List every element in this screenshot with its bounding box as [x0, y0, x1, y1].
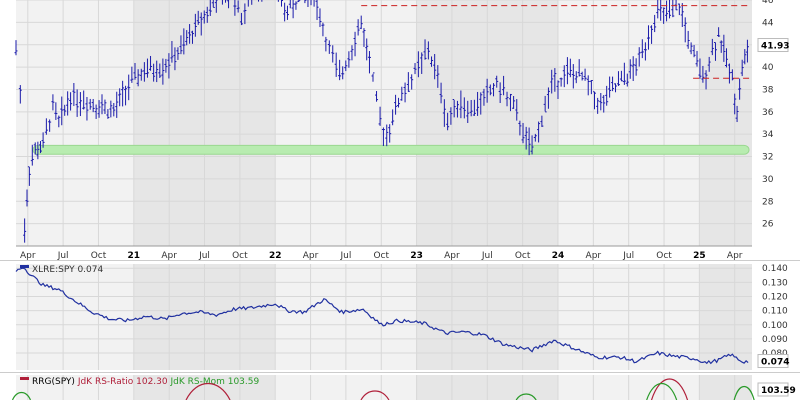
x-axis-tick-label: Jul	[57, 251, 69, 261]
rrg-year-band	[699, 375, 752, 400]
price-panel: 262830323436384042444641.93AprJulOct21Ap…	[14, 0, 789, 261]
rs-y-tick-label: 0.120	[762, 293, 788, 303]
x-axis-tick-label: 23	[410, 251, 423, 261]
price-year-band	[699, 0, 752, 246]
rs-last-value-box	[757, 354, 789, 369]
rrg-last-value-label: 103.59	[761, 386, 796, 396]
x-axis-tick-label: Apr	[303, 251, 319, 261]
rs-y-tick-label: 0.110	[762, 307, 788, 317]
rs-y-tick-label: 0.130	[762, 278, 788, 288]
support-zone	[32, 144, 750, 155]
x-axis-tick-label: Apr	[20, 251, 36, 261]
x-axis-tick-label: Apr	[444, 251, 460, 261]
rs-y-tick-label: 0.090	[762, 335, 788, 345]
x-axis-tick-label: Jul	[198, 251, 210, 261]
price-y-tick-label: 40	[762, 63, 774, 73]
rs-series-line	[15, 267, 749, 365]
x-axis-tick-label: Jul	[339, 251, 351, 261]
rs-y-tick-label: 0.140	[762, 264, 788, 274]
price-y-tick-label: 32	[762, 153, 773, 163]
rrg-legend-label: RRG(SPY) JdK RS-Ratio 102.30 JdK RS-Mom …	[32, 377, 259, 387]
x-axis-tick-label: Oct	[373, 251, 389, 261]
price-y-tick-label: 30	[762, 175, 774, 185]
price-last-value-label: 41.93	[761, 42, 789, 52]
rrg-momentum-curve	[646, 382, 678, 400]
x-axis-tick-label: Oct	[515, 251, 531, 261]
rrg-panel: RRG(SPY) JdK RS-Ratio 102.30 JdK RS-Mom …	[0, 372, 800, 400]
x-axis-tick-label: Apr	[161, 251, 177, 261]
x-axis-tick-label: Oct	[91, 251, 107, 261]
rrg-last-value-box	[757, 382, 789, 397]
rrg-momentum-curve	[11, 391, 32, 400]
price-last-value-box	[757, 38, 789, 53]
x-axis-tick-label: 25	[693, 251, 706, 261]
price-y-tick-label: 34	[762, 130, 774, 140]
rs-background	[16, 264, 752, 370]
rrg-legend-swatch	[20, 377, 29, 380]
x-axis-tick-label: Oct	[656, 251, 672, 261]
x-axis-tick-label: 22	[269, 251, 282, 261]
x-axis-tick-label: 24	[552, 251, 565, 261]
x-axis-tick-label: Oct	[232, 251, 248, 261]
price-y-tick-label: 26	[762, 220, 774, 230]
x-axis-tick-label: Jul	[481, 251, 493, 261]
rrg-ratio-curve	[650, 378, 689, 400]
price-bars	[14, 0, 749, 243]
rs-year-band	[699, 264, 752, 370]
rrg-momentum-curve	[515, 393, 537, 400]
price-y-tick-label: 44	[762, 18, 774, 28]
price-y-tick-label: 28	[762, 197, 774, 207]
rs-y-tick-label: 0.100	[762, 321, 788, 331]
price-y-tick-label: 38	[762, 85, 774, 95]
x-axis-tick-label: Apr	[586, 251, 602, 261]
rrg-momentum-curve	[733, 385, 755, 400]
rrg-legend-title: RRG(SPY)	[32, 377, 78, 387]
x-axis-tick-label: Jul	[622, 251, 634, 261]
rs-legend-swatch	[20, 265, 29, 268]
rrg-ratio-curve	[360, 390, 390, 400]
rrg-ratio-curve	[185, 383, 231, 400]
relative-strength-panel: 0.0800.0900.1000.1100.1200.1300.140XLRE:…	[0, 260, 800, 370]
price-y-tick-label: 46	[762, 0, 774, 6]
price-background	[16, 0, 752, 246]
rrg-legend-ratio: JdK RS-Ratio 102.30	[77, 377, 171, 387]
x-axis-tick-label: Apr	[727, 251, 743, 261]
panel-separator	[0, 372, 800, 373]
rs-legend-label: XLRE:SPY 0.074	[32, 265, 103, 275]
x-axis-tick-label: 21	[128, 251, 141, 261]
panel-separator	[0, 260, 800, 261]
rrg-legend-momentum: JdK RS-Mom 103.59	[169, 377, 259, 387]
price-y-tick-label: 36	[762, 108, 774, 118]
rs-last-value-label: 0.074	[761, 358, 789, 368]
